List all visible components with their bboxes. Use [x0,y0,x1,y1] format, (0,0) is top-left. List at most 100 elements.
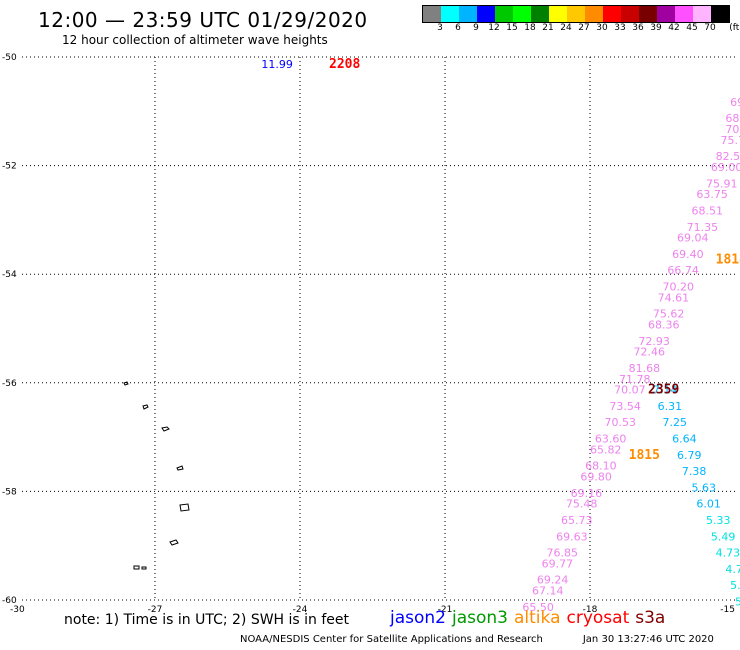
legend-label: 30 [596,23,608,33]
wave-height-label: 75.7 [721,134,740,147]
legend-swatch [513,6,531,22]
legend-label: 27 [578,23,590,33]
legend-swatch [459,6,477,22]
wave-height-label: 6.31 [658,400,683,413]
wave-height-label: 81.68 [629,362,661,375]
pass-time-label: 2208 [329,57,360,72]
legend-label: 33 [614,23,626,33]
wave-height-label: 75.48 [566,498,598,511]
wave-height-label: 68.36 [648,319,680,332]
wave-height-label: 68.10 [585,460,617,473]
wave-height-label: 7.38 [682,465,707,478]
satellite-jason3: jason3 [452,608,508,628]
axis-tick-labels: -30 -27 -24 -21 -18 -15 -50 -52 -54 -56 -58 -60 [2,53,735,615]
pass-time-labels: 2208 1814 2359 1815 [329,57,740,463]
footer: NOAA/NESDIS Center for Satellite Applica… [240,634,714,645]
wave-height-label: 70.53 [605,416,637,429]
x-tick-label: -27 [148,605,163,615]
island-outline [142,404,149,410]
x-tick-label: -15 [720,605,735,615]
wave-height-label: 11.99 [261,58,293,71]
wave-height-label: 68.51 [692,204,724,217]
pass-time-label: 2359 [648,383,679,398]
legend-swatch [567,6,585,22]
island-outline [161,426,170,432]
legend-swatch [477,6,495,22]
wave-height-label: 74.61 [658,291,690,304]
legend-label: 3 [437,23,443,33]
legend-label: 39 [650,23,662,33]
legend-label: 12 [488,23,500,33]
satellite-jason2: jason2 [390,608,446,628]
page-subtitle: 12 hour collection of altimeter wave hei… [62,33,328,47]
wave-height-label: 67.14 [532,585,564,598]
wave-height-label: 70.07 [614,384,646,397]
wave-height-label: 69.24 [537,574,569,587]
wave-height-label: 7.14 [653,384,678,397]
island-outline [179,503,190,512]
legend-swatch [441,6,459,22]
wave-height-label: 69.00 [711,161,740,174]
legend-label: 70 [704,23,716,33]
color-legend-bar [422,5,730,23]
legend-swatch [603,6,621,22]
legend-swatch [585,6,603,22]
legend-label: 24 [560,23,572,33]
legend-label: 42 [668,23,680,33]
y-tick-label: -50 [2,53,17,63]
x-tick-label: -30 [10,605,25,615]
wave-height-label: 69.16 [571,487,603,500]
wave-height-label: 76.85 [547,547,579,560]
wave-height-label: 69.77 [542,557,574,570]
footer-timestamp: Jan 30 13:27:46 UTC 2020 [582,634,714,645]
wave-height-label: 70.9 [725,123,740,136]
island-outline [176,465,184,471]
wave-height-label: 73.54 [609,400,641,413]
legend-swatch [423,6,441,22]
legend-label: 9 [473,23,479,33]
y-tick-label: -54 [2,270,17,280]
wave-height-label: 65.73 [561,514,593,527]
wave-height-label: 69.80 [580,471,612,484]
y-tick-label: -56 [2,379,17,389]
wave-height-label: 6.64 [672,433,697,446]
wave-height-label: 63.75 [696,188,728,201]
satellite-s3a: s3a [635,608,666,628]
wave-height-label: 66.74 [667,264,699,277]
wave-height-label: 5.63 [692,481,717,494]
wave-height-label: 72.93 [638,335,670,348]
note-text: note: 1) Time is in UTC; 2) SWH is in fe… [64,612,350,628]
legend-label: 6 [455,23,461,33]
satellite-cryosat: cryosat [566,608,630,628]
wave-height-label: 4.76 [725,563,740,576]
x-tick-label: -21 [438,605,453,615]
wave-height-label: 63.60 [595,433,627,446]
wave-height-label: 69.63 [556,530,588,543]
legend-label: (ft) [729,23,740,33]
legend-swatch [675,6,693,22]
wave-height-label: 82.50 [716,150,740,163]
pass-time-label: 1815 [629,448,660,463]
footer-org: NOAA/NESDIS Center for Satellite Applica… [240,634,543,645]
wave-height-label: 75.91 [706,177,738,190]
legend-label: 45 [686,23,698,33]
satellite-legend: jason2 jason3 altika cryosat s3a [390,608,671,628]
island-outline [133,565,140,570]
legend-swatch [621,6,639,22]
legend-swatch [657,6,675,22]
wave-height-label: 72.46 [634,346,666,359]
legend-swatch [495,6,513,22]
legend-label: 15 [506,23,518,33]
wave-height-label: 5.2 [730,579,740,592]
page-title: 12:00 — 23:59 UTC 01/29/2020 [38,8,368,32]
y-tick-label: -60 [2,596,17,606]
wave-height-label: 71.78 [619,373,651,386]
wave-height-label: 6.79 [677,449,702,462]
wave-height-label: 68 [725,112,739,125]
wave-height-label: 69 [730,96,740,109]
grid-lines [22,56,735,601]
wave-height-label: 6.01 [696,498,721,511]
wave-height-label: 4.73 [716,547,740,560]
